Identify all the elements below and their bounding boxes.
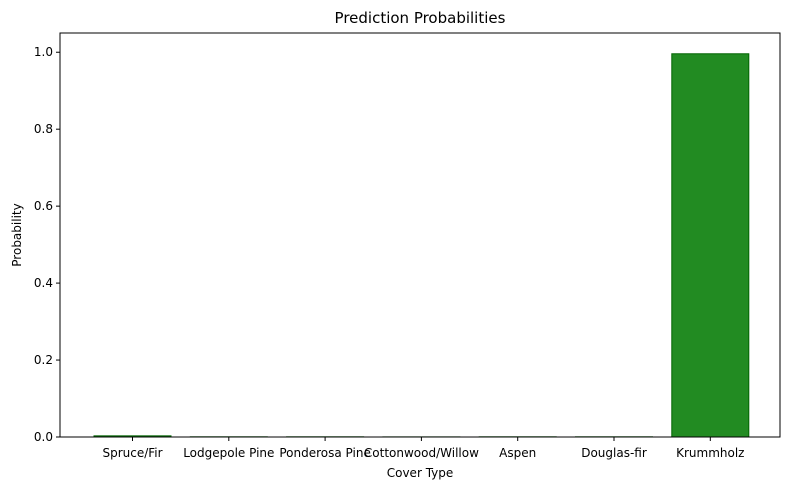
y-tick-label: 0.8 xyxy=(34,122,53,136)
y-tick-label: 1.0 xyxy=(34,45,53,59)
bars-group xyxy=(93,53,750,438)
x-tick-label: Lodgepole Pine xyxy=(183,446,274,460)
y-tick-label: 0.4 xyxy=(34,276,53,290)
x-tick-label: Douglas-fir xyxy=(581,446,647,460)
chart-title: Prediction Probabilities xyxy=(335,9,506,27)
bar-krummholz xyxy=(671,53,750,438)
y-axis: 0.0 0.2 0.4 0.6 0.8 1.0 xyxy=(34,45,60,444)
y-tick-label: 0.2 xyxy=(34,353,53,367)
x-tick-label: Cottonwood/Willow xyxy=(364,446,479,460)
y-tick-label: 0.0 xyxy=(34,430,53,444)
y-axis-label: Probability xyxy=(10,203,24,266)
x-axis: Spruce/Fir Lodgepole Pine Ponderosa PineCo… xyxy=(102,437,744,460)
x-tick-label: Aspen xyxy=(499,446,536,460)
plot-frame xyxy=(59,32,781,438)
x-tick-label: Ponderosa Pine xyxy=(279,446,370,460)
x-tick-label: Spruce/Fir xyxy=(102,446,162,460)
x-axis-label: Cover Type xyxy=(387,466,454,480)
y-tick-label: 0.6 xyxy=(34,199,53,213)
x-tick-label: Krummholz xyxy=(676,446,744,460)
